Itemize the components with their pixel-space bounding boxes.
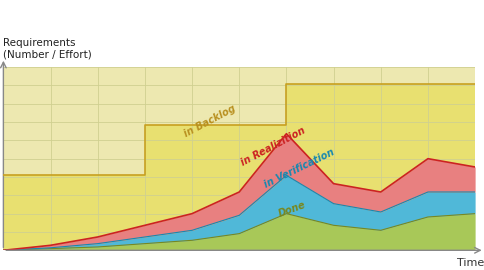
Text: in Backlog: in Backlog — [182, 103, 238, 139]
Text: Requirements
(Number / Effort): Requirements (Number / Effort) — [3, 38, 92, 59]
Text: Done: Done — [277, 200, 307, 219]
Text: Time: Time — [457, 258, 484, 268]
Text: in Realizition: in Realizition — [239, 126, 307, 168]
Text: in Verification: in Verification — [263, 147, 336, 190]
